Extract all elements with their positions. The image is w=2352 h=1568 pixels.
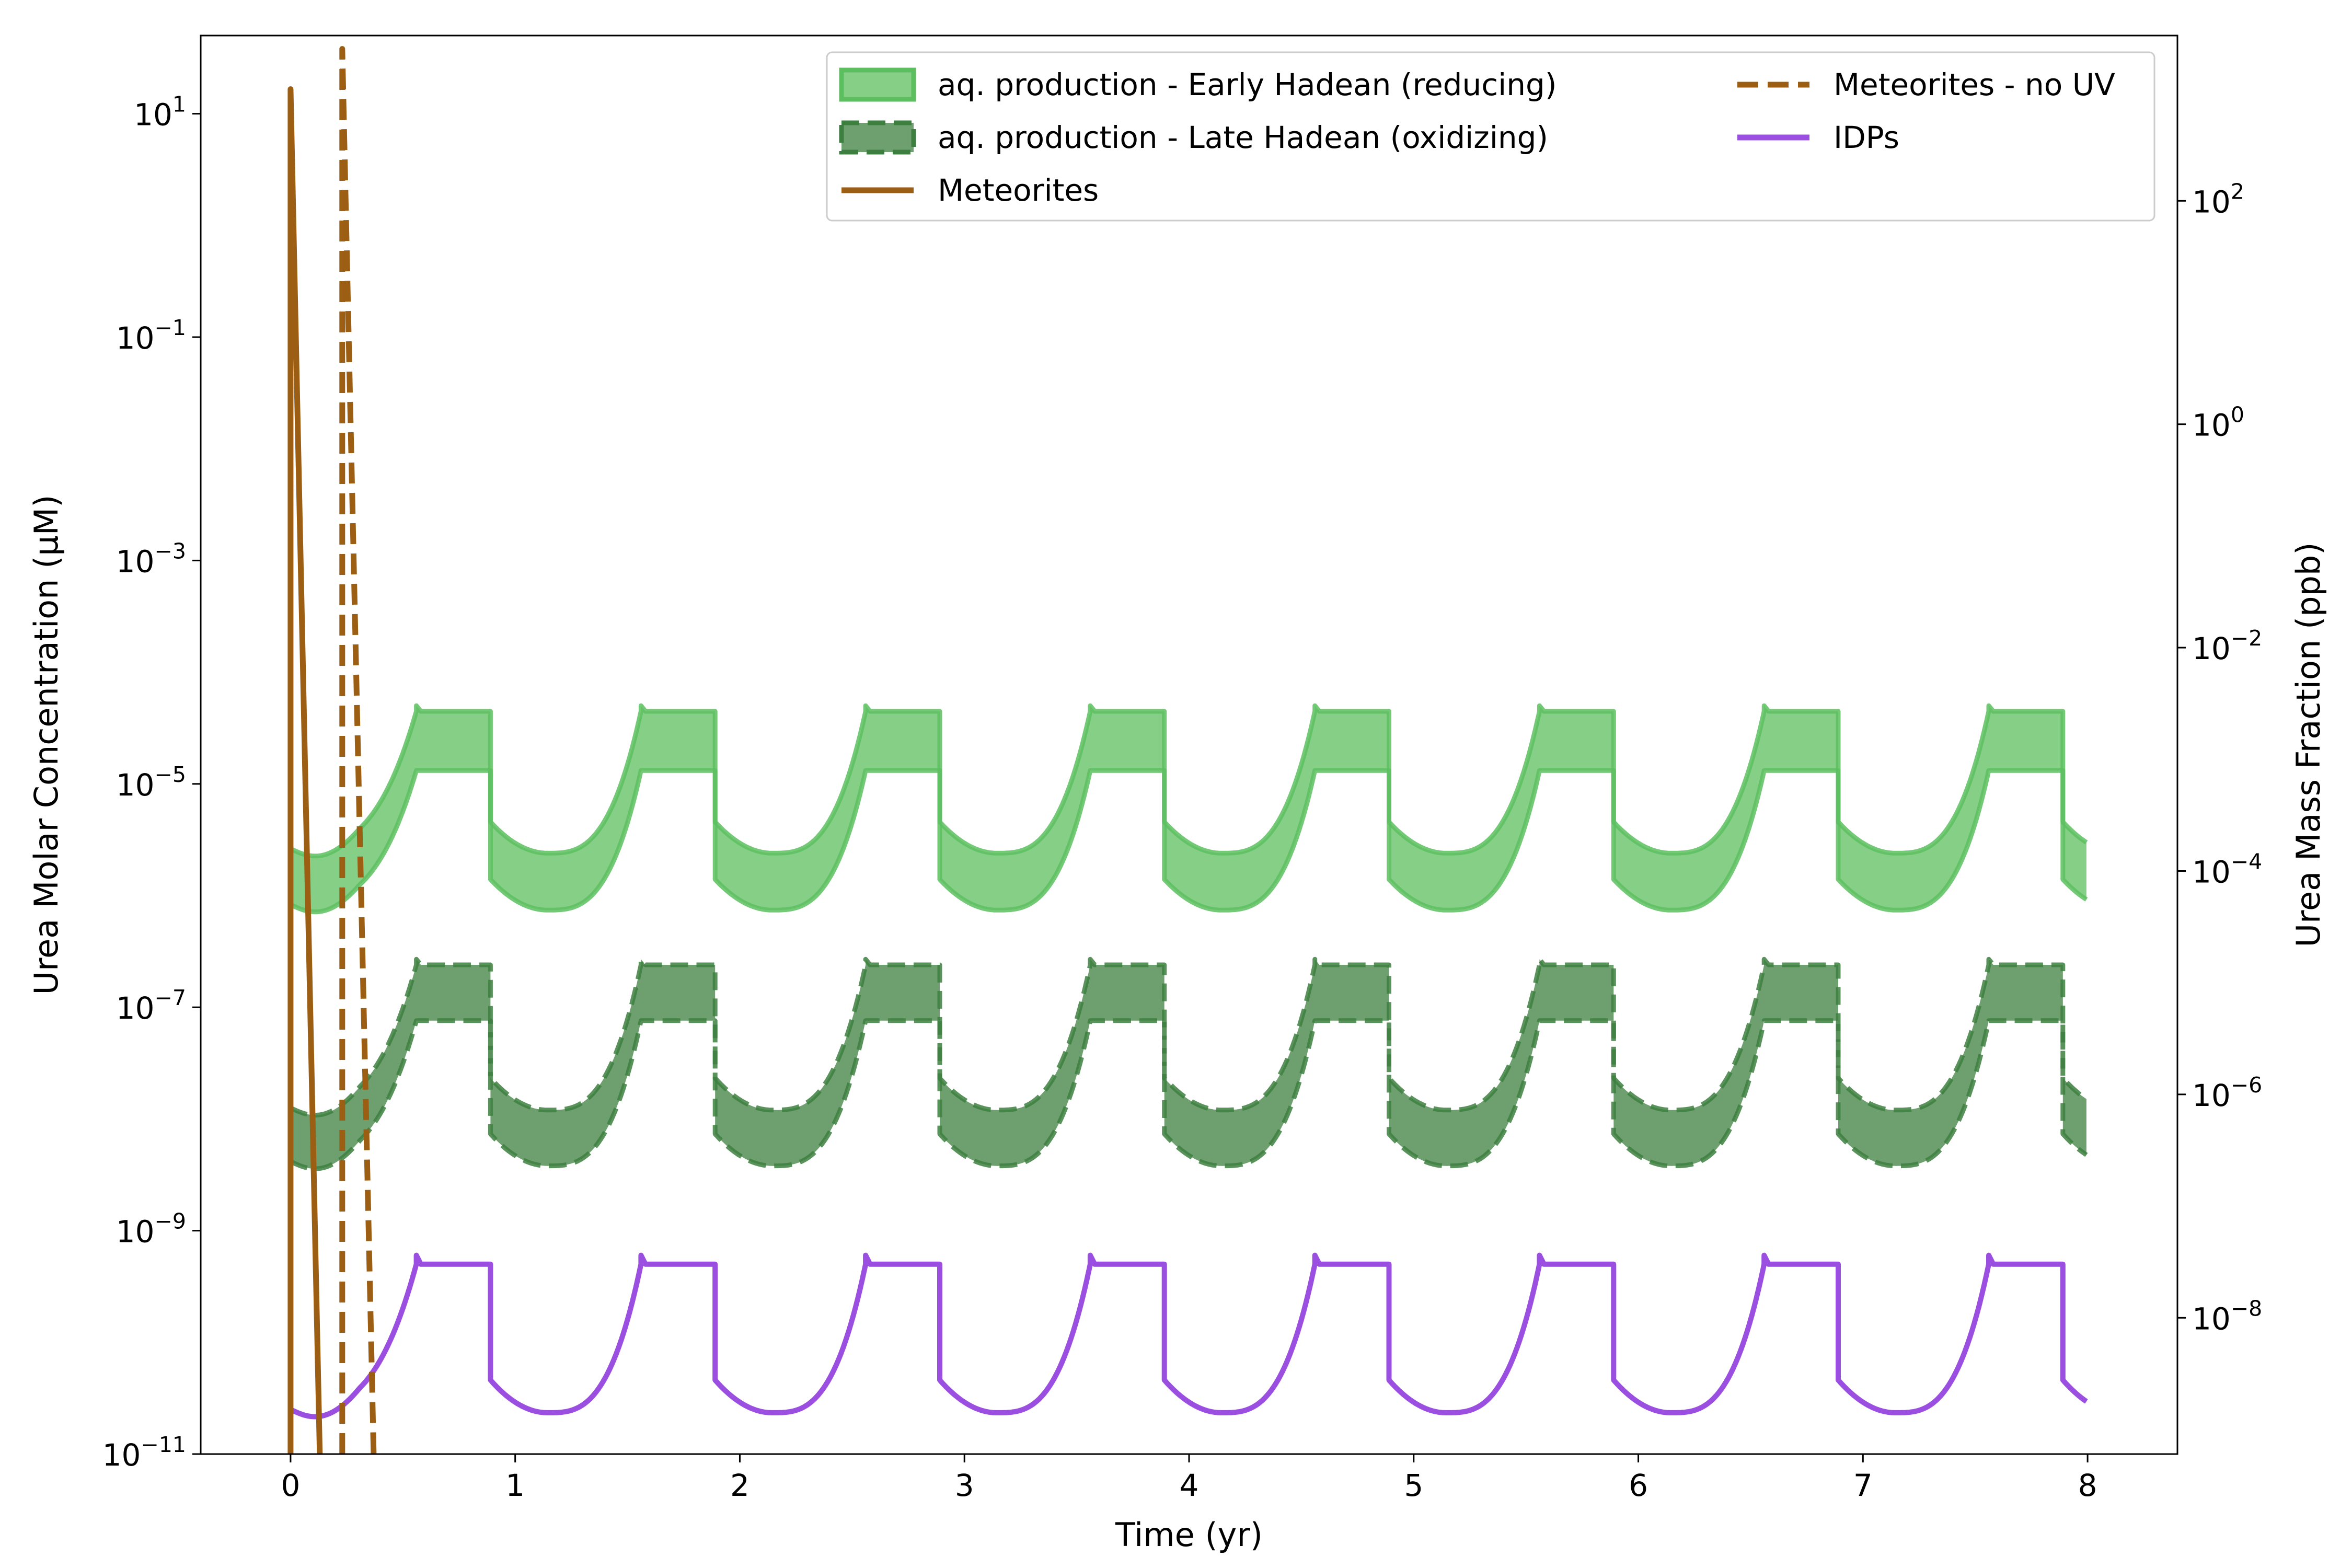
legend-item-4-label: IDPs (1834, 120, 1899, 155)
y-left-tick-label-1-exp: −1 (155, 315, 186, 340)
y-right-tick-label-4-base: 10 (2192, 1078, 2231, 1113)
legend-item-3-label: Meteorites - no UV (1834, 67, 2115, 102)
y-left-tick-label-1-base: 10 (116, 320, 155, 356)
idps-line (287, 1252, 2088, 1454)
y-left-tick-label-5: 10−9 (116, 1209, 186, 1250)
y-left-tick-label-3-exp: −5 (155, 762, 186, 787)
y-left-tick-label-2: 10−3 (116, 538, 186, 579)
meteorites-no-uv-line (339, 46, 377, 1454)
x-tick-label-6: 6 (1629, 1468, 1648, 1503)
band-fill-1 (290, 959, 2086, 1169)
y-right-tick-label-5-base: 10 (2192, 1301, 2231, 1336)
y-left-tick-label-2-base: 10 (116, 544, 155, 579)
y-right-tick-label-1-exp: 0 (2231, 402, 2244, 428)
y-right-tick-label-2-base: 10 (2192, 631, 2231, 666)
y-left-tick-label-5-exp: −9 (155, 1209, 186, 1234)
x-tick-label-2: 2 (730, 1468, 750, 1503)
legend-item-2-label: Meteorites (938, 172, 1099, 208)
band-upper-line-0 (289, 703, 2088, 859)
x-tick-label-1: 1 (505, 1468, 525, 1503)
band-upper-line-1 (289, 956, 2088, 1117)
y-left-tick-label-6-base: 10 (102, 1437, 141, 1473)
x-tick-label-3: 3 (955, 1468, 974, 1503)
x-tick-label-5: 5 (1404, 1468, 1423, 1503)
y-left-tick-label-0-base: 10 (134, 97, 172, 133)
legend-box (826, 51, 2155, 222)
y-right-axis-label: Urea Mass Fraction (ppb) (2289, 543, 2327, 948)
y-left-tick-label-0-exp: 1 (172, 92, 186, 117)
legend-item-1-label: aq. production - Late Hadean (oxidizing) (938, 120, 1548, 155)
y-right-tick-label-4-exp: −6 (2231, 1073, 2262, 1098)
y-right-tick-label-5: 10−8 (2192, 1296, 2262, 1336)
y-left-tick-label-1: 10−1 (116, 315, 186, 356)
plot-area (287, 46, 2088, 1454)
y-right-tick-label-3: 10−4 (2192, 849, 2262, 890)
axes: 0 1 2 3 4 5 6 7 810110−110−310−510−710−910−11102… (27, 34, 2327, 1554)
y-left-tick-label-5-base: 10 (116, 1214, 155, 1250)
y-left-tick-label-3: 10−5 (116, 762, 186, 803)
y-right-tick-label-3-base: 10 (2192, 854, 2231, 890)
y-right-tick-label-2-exp: −2 (2231, 626, 2262, 651)
y-right-tick-label-0: 102 (2192, 179, 2244, 220)
y-left-tick-label-6: 10−11 (102, 1432, 186, 1473)
band-fill-0 (290, 706, 2086, 912)
y-left-tick-label-4-exp: −7 (155, 985, 186, 1010)
y-right-tick-label-0-base: 10 (2192, 184, 2231, 220)
axes-frame (200, 34, 2178, 1455)
band-lower-line-1 (289, 1018, 2088, 1171)
legend-item-1-swatch (839, 120, 916, 155)
y-right-tick-label-2: 10−2 (2192, 626, 2262, 666)
legend: aq. production - Early Hadean (reducing)… (826, 51, 2155, 222)
y-right-tick-label-0-exp: 2 (2231, 179, 2244, 204)
y-left-axis-label: Urea Molar Concentration (μM) (27, 495, 65, 995)
y-right-tick-label-1-base: 10 (2192, 408, 2231, 443)
y-left-tick-label-0: 101 (134, 92, 186, 133)
y-right-tick-label-5-exp: −8 (2231, 1296, 2262, 1321)
x-axis-label: Time (yr) (1115, 1516, 1263, 1554)
x-tick-label-4: 4 (1180, 1468, 1199, 1503)
y-left-tick-label-2-exp: −3 (155, 538, 186, 563)
y-left-tick-label-6-exp: −11 (141, 1432, 186, 1457)
y-right-tick-label-4: 10−6 (2192, 1073, 2262, 1113)
y-right-tick-label-3-exp: −4 (2231, 849, 2262, 874)
y-left-tick-label-4: 10−7 (116, 985, 186, 1026)
x-tick-label-0: 0 (281, 1468, 300, 1503)
x-tick-label-8: 8 (2078, 1468, 2097, 1503)
x-tick-label-7: 7 (1853, 1468, 1873, 1503)
y-right-tick-label-1: 100 (2192, 402, 2244, 443)
legend-item-0-swatch (839, 67, 916, 102)
legend-item-0-label: aq. production - Early Hadean (reducing) (938, 67, 1557, 102)
y-left-tick-label-4-base: 10 (116, 990, 155, 1026)
y-left-tick-label-3-base: 10 (116, 767, 155, 803)
meteorites-line (287, 86, 323, 1454)
band-lower-line-0 (289, 768, 2088, 915)
